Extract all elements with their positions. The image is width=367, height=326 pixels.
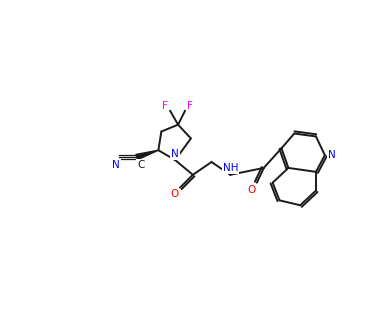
Polygon shape xyxy=(136,150,159,160)
Text: O: O xyxy=(248,185,256,195)
Text: O: O xyxy=(170,189,178,200)
Text: F: F xyxy=(187,101,193,111)
Text: C: C xyxy=(137,160,144,170)
Text: N: N xyxy=(328,150,335,160)
Text: NH: NH xyxy=(222,163,238,173)
Text: N: N xyxy=(112,160,120,170)
Text: N: N xyxy=(171,149,179,159)
Text: F: F xyxy=(162,101,168,111)
